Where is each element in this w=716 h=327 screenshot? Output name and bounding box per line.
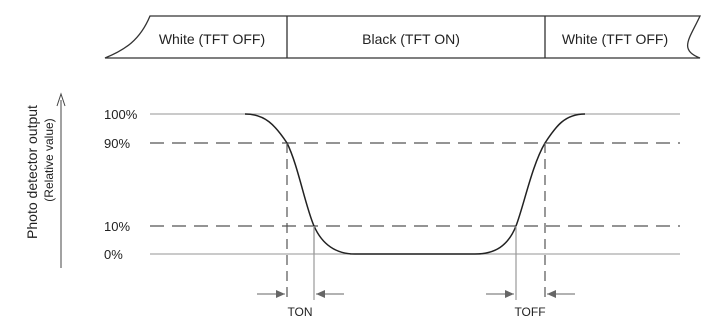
- ton-arrow-right-head: [316, 290, 325, 298]
- toff-arrow-right-head: [547, 290, 556, 298]
- toff-arrow-left-head: [505, 290, 514, 298]
- banner-state-black: Black (TFT ON): [362, 31, 460, 47]
- tick-100: 100%: [104, 107, 138, 122]
- banner-state-white-1: White (TFT OFF): [159, 31, 265, 47]
- response-curve: [244, 113, 586, 255]
- ton-arrow-left-head: [276, 290, 285, 298]
- toff-label: TOFF: [514, 305, 545, 319]
- ton-label: TON: [287, 305, 312, 319]
- banner-outline: [104, 15, 702, 59]
- tick-90: 90%: [104, 136, 130, 151]
- y-axis-label-group: Photo detector output (Relative value): [24, 92, 66, 268]
- timing-arrows: [257, 290, 575, 298]
- banner-state-white-2: White (TFT OFF): [562, 31, 668, 47]
- tick-0: 0%: [104, 247, 123, 262]
- level-lines: [150, 113, 680, 255]
- timing-markers: [286, 143, 546, 300]
- y-axis-arrow-head: [56, 92, 66, 107]
- y-axis-label-sub: (Relative value): [42, 118, 56, 201]
- y-axis-label: Photo detector output: [24, 105, 40, 239]
- state-banner: [104, 15, 702, 59]
- tick-10: 10%: [104, 219, 130, 234]
